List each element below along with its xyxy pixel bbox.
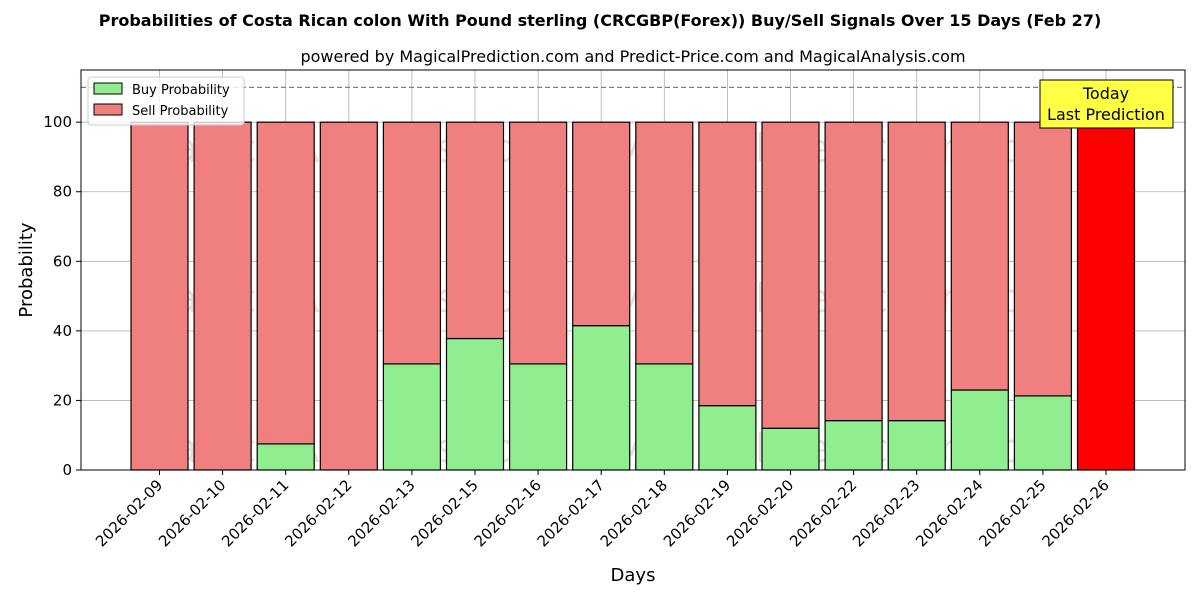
- bar-buy-2026-02-13: [382, 363, 441, 471]
- bar-buy-2026-02-18: [635, 363, 694, 471]
- bar-sell-2026-02-18: [635, 121, 694, 365]
- x-tick-label-10: 2026-02-20: [723, 476, 797, 550]
- bar-sell-2026-02-22: [824, 121, 883, 422]
- legend-swatch-buy: [93, 82, 123, 95]
- legend-swatch-sell: [93, 103, 123, 116]
- today-annotation: Today Last Prediction: [1039, 79, 1174, 129]
- bar-buy-2026-02-19: [698, 405, 757, 471]
- bar-sell-2026-02-17: [572, 121, 631, 327]
- bar-sell-2026-02-10: [193, 121, 252, 471]
- bar-sell-2026-02-12: [319, 121, 378, 471]
- y-tick-label-3: 60: [53, 252, 72, 270]
- bar-buy-2026-02-20: [761, 427, 820, 471]
- bar-buy-2026-02-23: [887, 420, 946, 471]
- x-tick-label-3: 2026-02-12: [281, 476, 355, 550]
- bar-sell-2026-02-20: [761, 121, 820, 429]
- bars: [130, 121, 1136, 471]
- y-axis: 0 20 40 60 80 100: [43, 113, 81, 479]
- y-tick-label-4: 80: [53, 183, 72, 201]
- bar-buy-2026-02-16: [509, 363, 568, 471]
- bar-sell-2026-02-16: [509, 121, 568, 365]
- bar-sell-2026-02-15: [445, 121, 505, 340]
- bar-sell-2026-02-09: [130, 121, 189, 471]
- bar-sell-2026-02-26: [1076, 121, 1136, 471]
- bar-sell-2026-02-19: [698, 121, 757, 407]
- x-axis: 2026-02-092026-02-102026-02-112026-02-12…: [92, 470, 1113, 550]
- today-annotation-line2: Last Prediction: [1047, 105, 1165, 124]
- legend: Buy Probability Sell Probability: [87, 76, 245, 126]
- x-tick-label-12: 2026-02-23: [849, 476, 923, 550]
- bar-sell-2026-02-25: [1013, 121, 1073, 397]
- x-tick-label-1: 2026-02-10: [155, 476, 229, 550]
- x-tick-label-2: 2026-02-11: [218, 476, 292, 550]
- bar-buy-2026-02-25: [1013, 395, 1073, 471]
- x-tick-label-0: 2026-02-09: [92, 476, 166, 550]
- y-tick-label-5: 100: [43, 113, 72, 131]
- y-tick-label-0: 0: [62, 461, 72, 479]
- x-tick-label-13: 2026-02-24: [912, 476, 986, 550]
- x-tick-label-8: 2026-02-18: [597, 476, 671, 550]
- y-axis-label: Probability: [16, 222, 37, 317]
- x-tick-label-9: 2026-02-19: [660, 476, 734, 550]
- legend-label-buy: Buy Probability: [132, 83, 230, 98]
- chart-subtitle: powered by MagicalPrediction.com and Pre…: [300, 47, 965, 66]
- today-annotation-box: [1039, 79, 1174, 129]
- bar-sell-2026-02-24: [950, 121, 1009, 391]
- today-annotation-line1: Today: [1082, 84, 1129, 103]
- bar-buy-2026-02-11: [256, 443, 315, 471]
- bar-sell-2026-02-23: [887, 121, 946, 422]
- x-tick-label-6: 2026-02-16: [471, 476, 545, 550]
- plot-frame: [80, 69, 1186, 471]
- bar-buy-2026-02-24: [950, 389, 1009, 471]
- y-tick-label-1: 20: [53, 391, 72, 409]
- y-tick-label-2: 40: [53, 322, 72, 340]
- chart-title: Probabilities of Costa Rican colon With …: [99, 11, 1102, 30]
- bar-sell-2026-02-11: [256, 121, 315, 445]
- x-tick-label-4: 2026-02-13: [344, 476, 418, 550]
- x-tick-label-5: 2026-02-15: [407, 476, 481, 550]
- x-tick-label-14: 2026-02-25: [975, 476, 1049, 550]
- x-tick-label-11: 2026-02-22: [786, 476, 860, 550]
- x-axis-label: Days: [611, 565, 656, 586]
- bar-buy-2026-02-22: [824, 420, 883, 471]
- legend-box: [87, 76, 245, 126]
- x-tick-label-15: 2026-02-26: [1038, 476, 1112, 550]
- bar-buy-2026-02-17: [572, 325, 631, 471]
- legend-label-sell: Sell Probability: [132, 104, 229, 119]
- bar-buy-2026-02-15: [445, 337, 505, 471]
- bar-sell-2026-02-13: [382, 121, 441, 365]
- x-tick-label-7: 2026-02-17: [534, 476, 608, 550]
